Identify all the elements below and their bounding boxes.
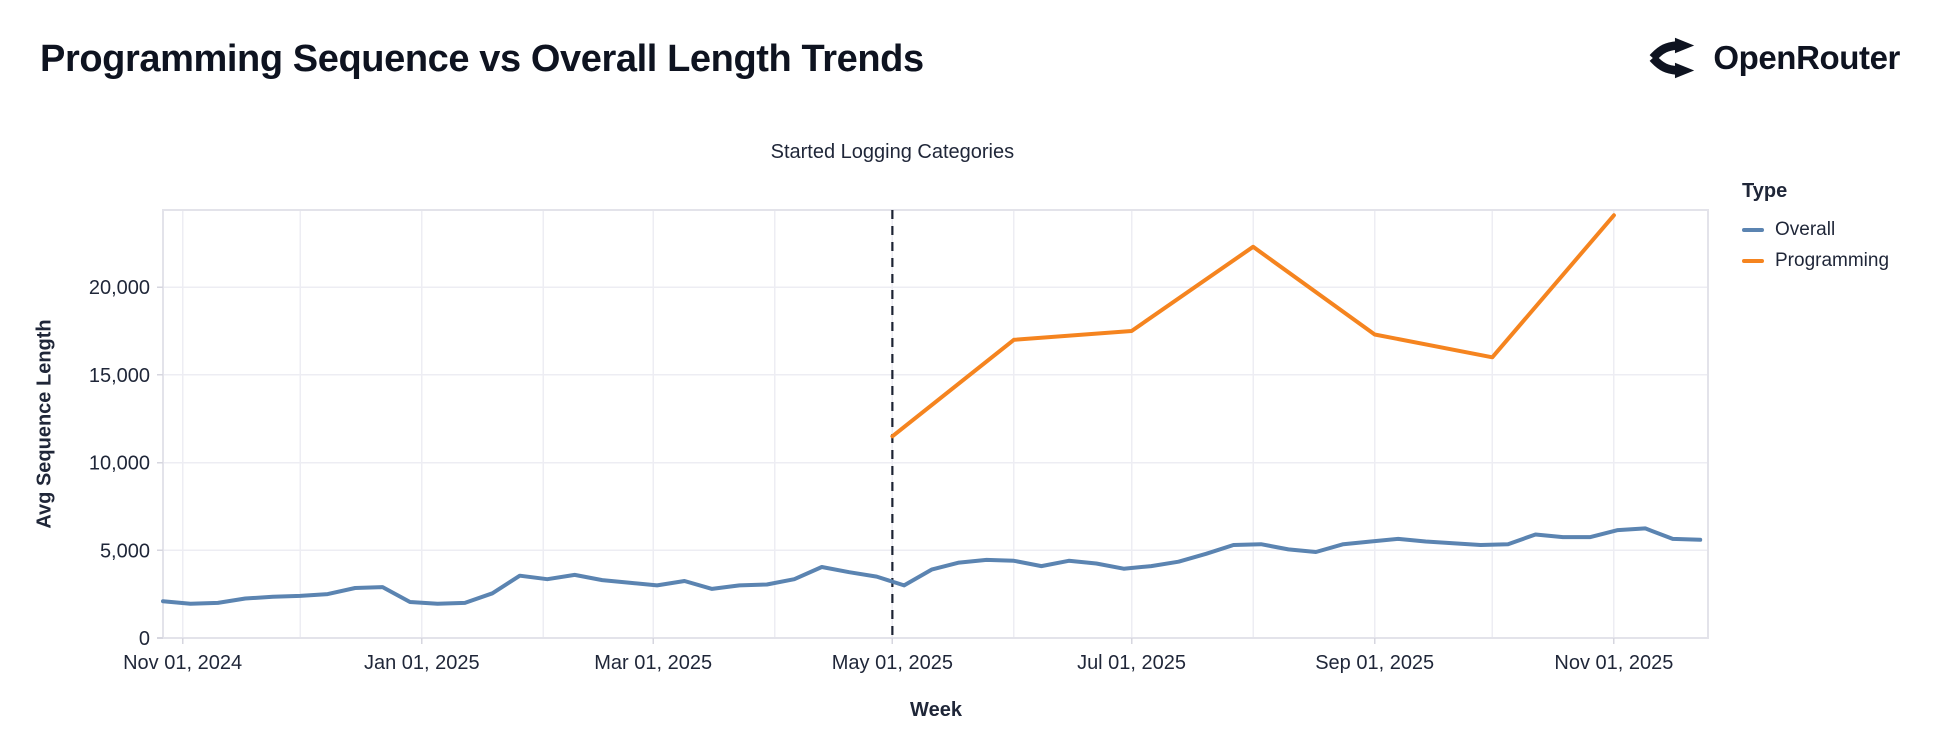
y-tick-label: 10,000 bbox=[89, 453, 150, 475]
legend-label-programming: Programming bbox=[1775, 250, 1890, 271]
x-tick-label: Nov 01, 2024 bbox=[123, 652, 242, 674]
openrouter-logo-icon bbox=[1649, 36, 1699, 80]
x-tick-label: May 01, 2025 bbox=[832, 652, 953, 674]
x-tick-label: Jan 01, 2025 bbox=[364, 652, 480, 674]
chart-title: Programming Sequence vs Overall Length T… bbox=[40, 38, 924, 80]
x-tick-label: Mar 01, 2025 bbox=[594, 652, 712, 674]
x-axis-title: Week bbox=[910, 699, 962, 721]
legend-item-overall: Overall bbox=[1742, 219, 1889, 241]
y-axis-title: Avg Sequence Length bbox=[33, 319, 56, 529]
overall-line-swatch bbox=[1742, 228, 1764, 232]
legend-title: Type bbox=[1742, 180, 1788, 202]
overall-line bbox=[161, 526, 1703, 606]
annotation-label: Started Logging Categories bbox=[770, 141, 1015, 163]
y-tick-label: 5,000 bbox=[100, 540, 150, 562]
x-tick-label: Nov 01, 2025 bbox=[1554, 652, 1673, 674]
legend-item-programming: Programming bbox=[1742, 250, 1889, 272]
legend: Type Overall Programming bbox=[1742, 180, 1889, 281]
x-tick-label: Jul 01, 2025 bbox=[1077, 652, 1186, 674]
programming-line-swatch bbox=[1742, 259, 1764, 263]
openrouter-brand: OpenRouter bbox=[1649, 36, 1900, 80]
x-tick-label: Sep 01, 2025 bbox=[1315, 652, 1434, 674]
programming-line bbox=[890, 213, 1616, 439]
brand-name: OpenRouter bbox=[1713, 39, 1900, 76]
y-tick-label: 15,000 bbox=[89, 365, 150, 387]
legend-label-overall: Overall bbox=[1775, 219, 1836, 240]
y-tick-label: 0 bbox=[139, 628, 150, 650]
plot-border bbox=[162, 209, 1709, 639]
y-tick-label: 20,000 bbox=[89, 277, 150, 299]
